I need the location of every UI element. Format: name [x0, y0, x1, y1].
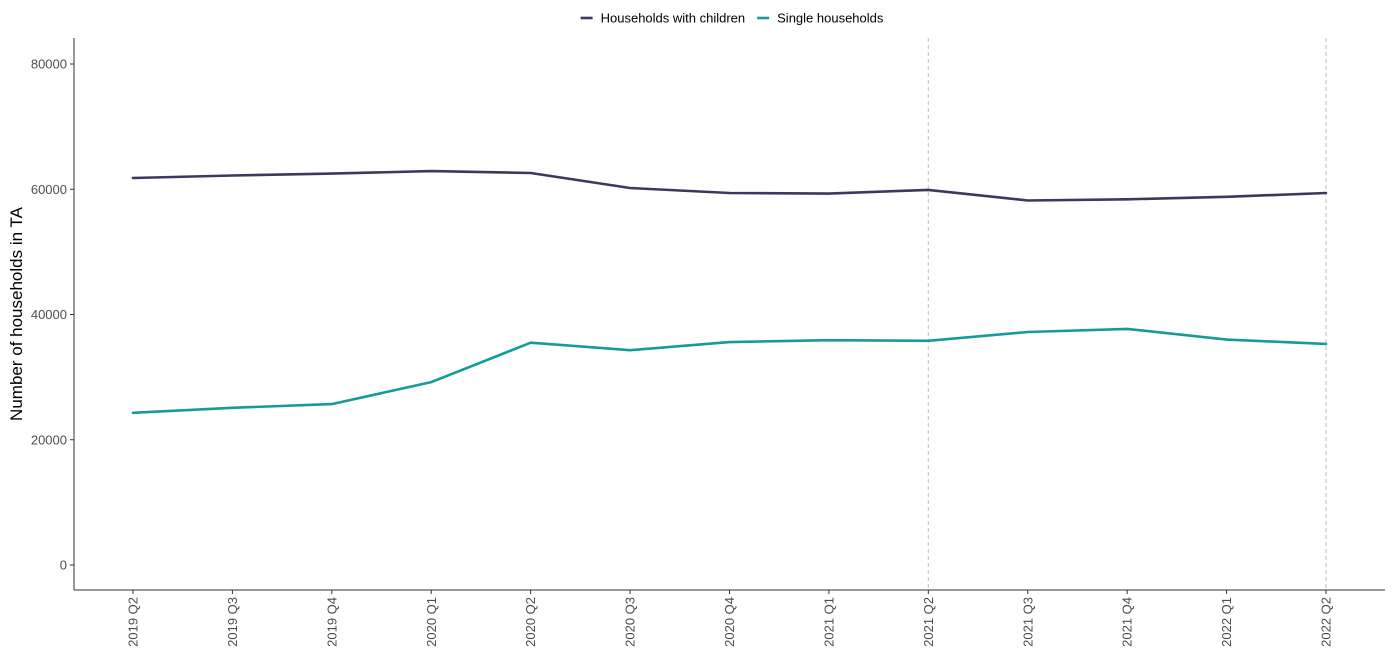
- legend-item: Single households: [757, 11, 884, 26]
- x-tick-label: 2019 Q4: [324, 597, 339, 647]
- reference-lines: [927, 38, 1327, 590]
- y-ticks: 0 20000 40000 60000 80000: [31, 57, 74, 573]
- x-tick-label: 2019 Q2: [126, 597, 141, 647]
- x-tick-label: 2021 Q1: [821, 597, 836, 647]
- x-tick-label: 2020 Q1: [424, 597, 439, 647]
- x-tick-label: 2020 Q3: [623, 597, 638, 647]
- y-tick-label: 80000: [31, 57, 67, 72]
- series-lines: [131, 169, 1328, 415]
- axes: [73, 38, 1385, 591]
- series-line: [131, 169, 1328, 202]
- y-axis-title: Number of households in TA: [7, 206, 26, 421]
- x-tick-label: 2022 Q2: [1319, 597, 1334, 647]
- legend: Households with children Single household…: [580, 11, 884, 26]
- y-tick-label: 60000: [31, 182, 67, 197]
- y-tick-label: 40000: [31, 307, 67, 322]
- y-tick-label: 20000: [31, 432, 67, 447]
- x-tick-label: 2020 Q2: [523, 597, 538, 647]
- series-line: [131, 327, 1328, 415]
- x-tick-label: 2019 Q3: [225, 597, 240, 647]
- legend-label: Single households: [777, 11, 884, 26]
- x-tick-label: 2020 Q4: [722, 597, 737, 647]
- x-tick-label: 2021 Q4: [1120, 597, 1135, 647]
- x-ticks: 2019 Q2 2019 Q3 2019 Q4 2020 Q1 2020 Q2 2020 …: [126, 590, 1334, 647]
- x-tick-label: 2021 Q2: [921, 597, 936, 647]
- y-tick-label: 0: [60, 558, 67, 573]
- legend-label: Households with children: [601, 11, 746, 26]
- x-tick-label: 2022 Q1: [1219, 597, 1234, 647]
- legend-item: Households with children: [580, 11, 746, 26]
- x-tick-label: 2021 Q3: [1020, 597, 1035, 647]
